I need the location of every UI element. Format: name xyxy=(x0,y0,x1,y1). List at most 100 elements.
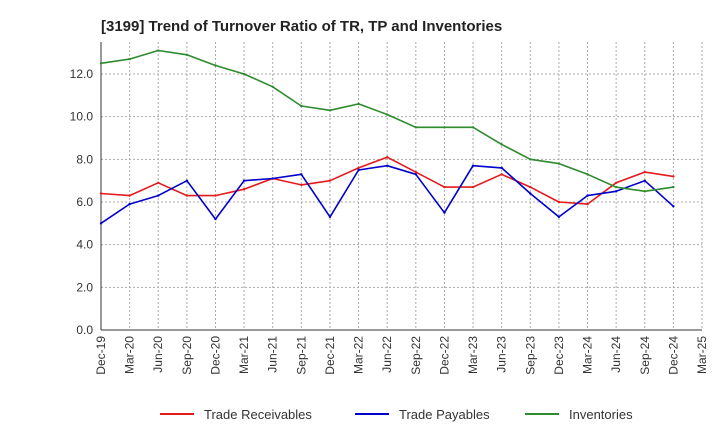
x-tick-label: Dec-19 xyxy=(94,336,108,375)
data-point-inventories xyxy=(672,185,675,189)
data-point-trade-payables xyxy=(643,179,646,182)
data-point-trade-payables xyxy=(586,194,589,197)
data-point-trade-payables xyxy=(357,168,360,172)
data-point-inventories xyxy=(385,113,389,116)
data-point-trade-receivables xyxy=(99,192,103,195)
data-point-trade-receivables xyxy=(586,202,589,206)
data-point-trade-receivables xyxy=(529,185,532,189)
x-tick-label: Dec-22 xyxy=(437,336,451,375)
data-point-inventories xyxy=(128,57,131,61)
data-point-inventories xyxy=(643,190,646,193)
legend-label-trade-payables: Trade Payables xyxy=(399,407,490,422)
data-point-trade-receivables xyxy=(300,183,303,187)
y-tick-label: 8.0 xyxy=(76,152,93,166)
axes xyxy=(100,42,702,331)
data-point-inventories xyxy=(99,62,103,65)
x-tick-label: Jun-23 xyxy=(495,336,509,373)
x-tick-label: Mar-25 xyxy=(695,336,709,374)
data-point-trade-payables xyxy=(557,215,561,219)
data-point-trade-payables xyxy=(271,177,274,180)
data-point-trade-payables xyxy=(672,205,675,208)
series-lines xyxy=(99,49,675,225)
data-point-trade-receivables xyxy=(500,173,503,176)
data-point-inventories xyxy=(500,143,503,146)
x-tick-label: Mar-22 xyxy=(352,336,366,374)
data-point-trade-receivables xyxy=(643,170,646,174)
data-point-trade-payables xyxy=(500,166,503,170)
data-point-trade-receivables xyxy=(614,181,618,184)
y-tick-label: 10.0 xyxy=(70,110,94,124)
data-point-inventories xyxy=(328,109,332,112)
legend-label-trade-receivables: Trade Receivables xyxy=(204,407,312,422)
data-point-trade-receivables xyxy=(242,188,246,191)
data-point-trade-receivables xyxy=(385,156,389,159)
data-point-inventories xyxy=(300,104,303,108)
data-point-trade-payables xyxy=(99,222,103,225)
data-point-inventories xyxy=(214,64,217,67)
data-point-trade-receivables xyxy=(471,185,475,189)
legend: Trade Receivables Trade Payables Inventori… xyxy=(160,407,633,422)
data-point-trade-payables xyxy=(471,164,475,167)
data-point-inventories xyxy=(185,53,189,56)
x-tick-label: Sep-23 xyxy=(523,336,537,375)
data-point-inventories xyxy=(157,49,160,52)
x-tick-label: Mar-21 xyxy=(237,336,251,374)
data-point-inventories xyxy=(614,185,618,189)
data-point-trade-payables xyxy=(128,202,131,206)
data-point-trade-receivables xyxy=(128,194,131,197)
data-point-trade-receivables xyxy=(557,200,561,204)
x-tick-label: Mar-24 xyxy=(581,336,595,374)
y-tick-label: 2.0 xyxy=(76,280,93,294)
x-tick-label: Jun-22 xyxy=(380,336,394,373)
x-tick-label: Sep-24 xyxy=(638,336,652,375)
data-point-trade-payables xyxy=(414,173,418,176)
ticks: 0.0 2.0 4.0 6.0 8.0 10.0 12.0 Dec-19 Mar-20 Jun-2… xyxy=(70,67,709,375)
x-tick-label: Sep-20 xyxy=(180,336,194,375)
data-point-trade-payables xyxy=(614,190,618,193)
x-tick-label: Dec-24 xyxy=(666,336,680,375)
data-point-trade-payables xyxy=(214,217,217,221)
x-tick-label: Dec-20 xyxy=(208,336,222,375)
x-tick-label: Jun-24 xyxy=(609,336,623,373)
x-tick-label: Jun-21 xyxy=(266,336,280,373)
y-tick-label: 6.0 xyxy=(76,195,93,209)
x-tick-label: Sep-22 xyxy=(409,336,423,375)
data-point-trade-payables xyxy=(157,194,160,197)
data-point-inventories xyxy=(471,126,475,129)
data-point-trade-receivables xyxy=(157,181,160,184)
chart-title: [3199] Trend of Turnover Ratio of TR, TP… xyxy=(101,18,502,35)
x-tick-label: Mar-20 xyxy=(123,336,137,374)
data-point-inventories xyxy=(443,126,446,129)
data-point-inventories xyxy=(586,173,589,176)
data-point-trade-payables xyxy=(185,179,189,182)
data-point-trade-receivables xyxy=(328,179,332,182)
y-tick-label: 12.0 xyxy=(70,67,94,81)
data-point-trade-payables xyxy=(385,164,389,167)
x-tick-label: Mar-23 xyxy=(466,336,480,374)
data-point-trade-payables xyxy=(328,215,332,219)
data-point-trade-receivables xyxy=(414,170,418,174)
data-point-inventories xyxy=(529,158,532,161)
x-tick-label: Jun-20 xyxy=(151,336,165,373)
data-point-trade-payables xyxy=(300,173,303,176)
data-point-inventories xyxy=(242,72,246,76)
data-point-trade-receivables xyxy=(443,185,446,189)
data-point-trade-payables xyxy=(242,179,246,182)
data-point-trade-receivables xyxy=(672,175,675,178)
x-tick-label: Dec-21 xyxy=(323,336,337,375)
data-point-inventories xyxy=(557,162,561,165)
legend-label-inventories: Inventories xyxy=(569,407,633,422)
data-point-inventories xyxy=(271,85,274,89)
data-point-trade-receivables xyxy=(357,166,360,170)
x-tick-label: Dec-23 xyxy=(552,336,566,375)
data-point-trade-receivables xyxy=(185,194,189,197)
data-point-inventories xyxy=(357,102,360,106)
y-tick-label: 0.0 xyxy=(76,323,93,337)
data-point-trade-receivables xyxy=(214,194,217,197)
data-point-trade-payables xyxy=(529,192,532,195)
data-point-inventories xyxy=(414,126,418,129)
data-point-trade-payables xyxy=(443,211,446,214)
y-tick-label: 4.0 xyxy=(76,238,93,252)
x-tick-label: Sep-21 xyxy=(294,336,308,375)
